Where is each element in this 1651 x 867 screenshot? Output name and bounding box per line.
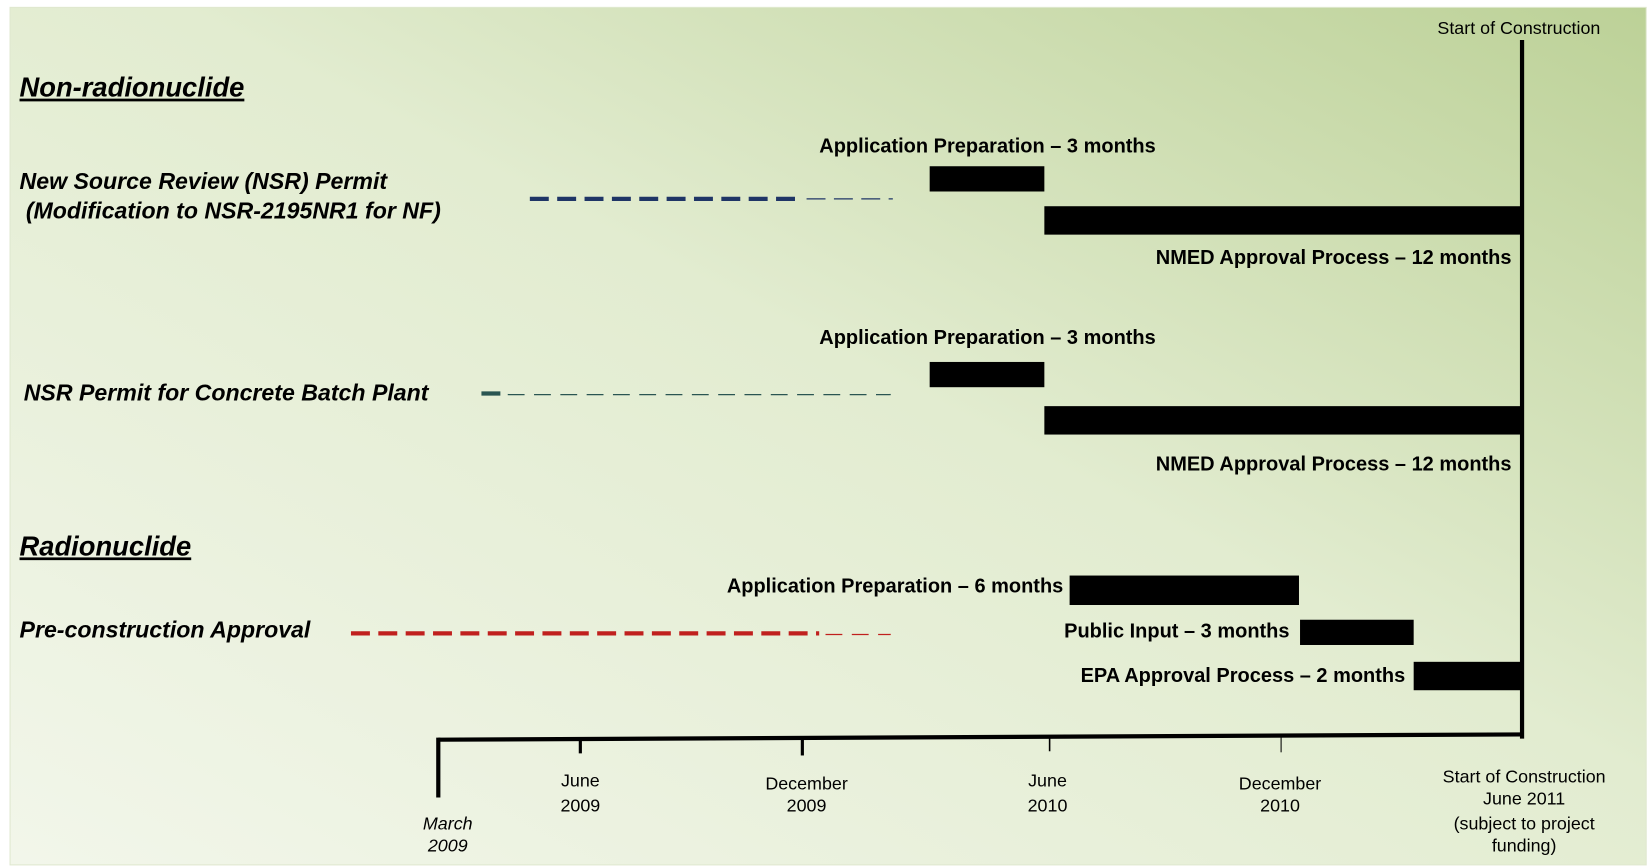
task-bar	[929, 166, 1045, 192]
row-label: Pre-construction Approval	[20, 616, 311, 642]
axis-end-label: June 2011	[1483, 788, 1565, 808]
task-bar	[929, 361, 1045, 388]
task-bar	[1044, 406, 1523, 435]
row-label: New Source Review (NSR) Permit	[20, 168, 389, 194]
task-bar	[1044, 206, 1523, 235]
row-label: (Modification to NSR-2195NR1 for NF)	[26, 198, 441, 224]
axis-label: 2009	[787, 796, 827, 816]
axis-label: December	[1239, 774, 1322, 794]
axis-end-label: Start of Construction	[1443, 766, 1606, 786]
background	[9, 6, 1647, 866]
task-label: Application Preparation – 6 months	[727, 575, 1063, 597]
task-bar	[1413, 661, 1523, 691]
task-label: EPA Approval Process – 2 months	[1081, 665, 1406, 687]
milestone-label: Start of Construction	[1437, 18, 1600, 38]
axis-label: March	[423, 814, 473, 834]
task-bar	[1300, 619, 1414, 645]
axis-label: 2010	[1028, 796, 1068, 816]
task-label: NMED Approval Process – 12 months	[1156, 247, 1512, 269]
section-title: Non-radionuclide	[20, 72, 245, 103]
axis-label: June	[1028, 770, 1067, 790]
axis-label: June	[561, 770, 600, 790]
task-bar	[1069, 575, 1299, 606]
axis-label: 2009	[560, 796, 600, 816]
time-axis	[438, 732, 1523, 742]
task-label: Application Preparation – 3 months	[819, 327, 1155, 349]
section-title: Radionuclide	[20, 530, 192, 561]
row-label: NSR Permit for Concrete Batch Plant	[24, 380, 430, 406]
axis-label: December	[765, 774, 848, 794]
axis-label: 2009	[427, 836, 468, 856]
task-label: Application Preparation – 3 months	[819, 136, 1155, 158]
task-label: Public Input – 3 months	[1064, 621, 1289, 643]
task-label: NMED Approval Process – 12 months	[1156, 453, 1512, 475]
axis-label: 2010	[1260, 796, 1300, 816]
axis-end-label: funding)	[1492, 836, 1557, 856]
axis-end-label: (subject to project	[1454, 814, 1595, 834]
